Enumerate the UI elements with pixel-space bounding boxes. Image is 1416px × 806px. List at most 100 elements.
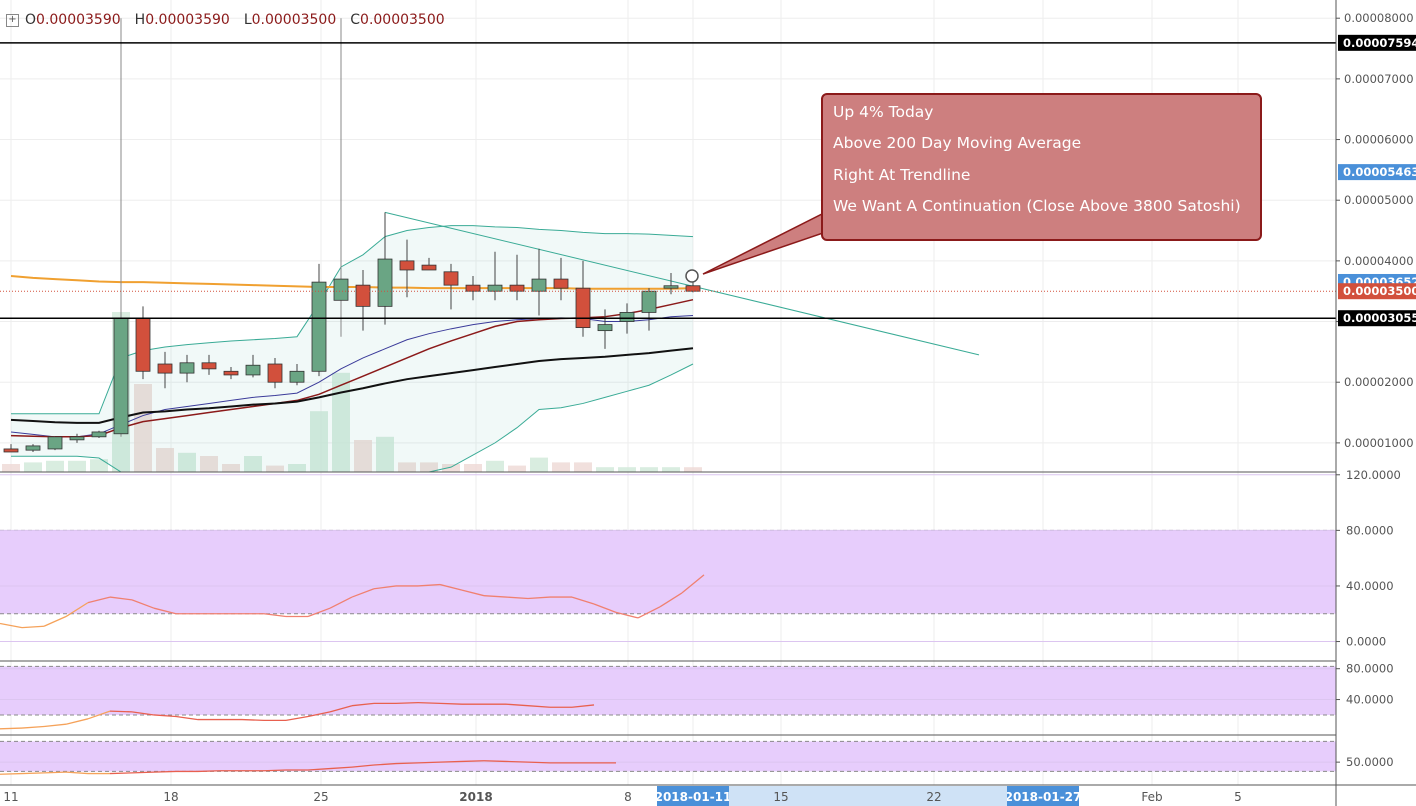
candle-body[interactable] bbox=[619, 312, 635, 322]
candle-body[interactable] bbox=[487, 284, 503, 292]
candle-body[interactable] bbox=[91, 431, 107, 438]
oscillator-line-segment bbox=[417, 583, 441, 587]
oscillator-line-segment bbox=[571, 596, 595, 605]
candle-body[interactable] bbox=[663, 285, 679, 289]
oscillator-line-segment bbox=[43, 723, 67, 728]
oscillator-lines bbox=[0, 574, 705, 775]
candle-body[interactable] bbox=[69, 436, 85, 441]
oscillator-line-segment bbox=[483, 595, 507, 598]
oscillator-line-segment bbox=[153, 714, 177, 718]
anchor-handle[interactable] bbox=[685, 269, 699, 283]
volume-bar bbox=[156, 448, 174, 472]
horizontal-levels[interactable] bbox=[0, 42, 1336, 319]
volume-bar bbox=[508, 465, 526, 472]
price-label-text: 0.00003500 bbox=[1343, 284, 1416, 298]
price-label-bg bbox=[1338, 310, 1416, 327]
candle-body[interactable] bbox=[47, 436, 63, 450]
time-tick-label: 2018 bbox=[459, 790, 492, 804]
time-highlight-bg[interactable] bbox=[657, 786, 729, 806]
time-highlight-bg[interactable] bbox=[1007, 786, 1079, 806]
oscillator-line-segment bbox=[131, 711, 155, 716]
time-highlight-label: 2018-01-11 bbox=[655, 790, 732, 804]
oscillator-band-fill bbox=[0, 530, 1336, 614]
candlesticks[interactable] bbox=[3, 18, 701, 453]
candle-body[interactable] bbox=[267, 363, 283, 383]
annotation-pointer[interactable] bbox=[685, 210, 827, 283]
oscillator-line-segment bbox=[461, 760, 485, 763]
candle-body[interactable] bbox=[575, 287, 591, 329]
candle-body[interactable] bbox=[201, 362, 217, 370]
candle-body[interactable] bbox=[685, 285, 701, 292]
price-tick-label: 0.00006000 bbox=[1344, 133, 1414, 147]
time-axis[interactable]: 111825201881522Feb52018-01-112018-01-271… bbox=[3, 786, 1242, 806]
osc-tick-label: 80.0000 bbox=[1346, 662, 1394, 676]
candle-body[interactable] bbox=[641, 290, 657, 313]
candle-body[interactable] bbox=[3, 448, 19, 453]
oscillator-line-segment bbox=[0, 727, 23, 730]
price-label-bg bbox=[1338, 164, 1416, 181]
candle-body[interactable] bbox=[355, 284, 371, 307]
osc-tick-label: 40.0000 bbox=[1346, 693, 1394, 707]
oscillator-line-segment bbox=[65, 771, 89, 775]
price-label-text: 0.00003055 bbox=[1343, 311, 1416, 325]
candle-body[interactable] bbox=[245, 364, 261, 376]
oscillator-line-segment bbox=[615, 611, 639, 619]
trendline[interactable] bbox=[384, 211, 980, 356]
candle-body[interactable] bbox=[311, 281, 327, 372]
oscillator-line-segment bbox=[43, 615, 67, 627]
candle-body[interactable] bbox=[179, 362, 195, 374]
candle-body[interactable] bbox=[597, 324, 613, 332]
candle-body[interactable] bbox=[377, 258, 393, 307]
price-label-tag[interactable]: 0.00003500 bbox=[1338, 283, 1416, 300]
candle-body[interactable] bbox=[113, 318, 129, 435]
price-tick-label: 0.00002000 bbox=[1344, 375, 1414, 389]
callout-pointer bbox=[702, 210, 827, 275]
volume-bar bbox=[90, 459, 108, 472]
candle-body[interactable] bbox=[465, 284, 481, 292]
expand-icon[interactable]: + bbox=[6, 13, 19, 27]
volume-bar bbox=[266, 465, 284, 472]
price-label-bg bbox=[1338, 283, 1416, 300]
candle-body[interactable] bbox=[553, 278, 569, 289]
oscillator-line-segment bbox=[87, 710, 111, 720]
price-label-tag[interactable]: 0.00003055 bbox=[1338, 310, 1416, 327]
candle-body[interactable] bbox=[333, 278, 349, 301]
oscillator-line-segment bbox=[43, 771, 67, 774]
annotation-callout[interactable]: Up 4% Today Above 200 Day Moving Average… bbox=[821, 93, 1262, 241]
volume-bar bbox=[310, 411, 328, 472]
candle-body[interactable] bbox=[157, 363, 173, 374]
osc-tick-label: 120.0000 bbox=[1346, 468, 1401, 482]
candle-body[interactable] bbox=[509, 284, 525, 292]
oscillator-line-segment bbox=[571, 704, 595, 708]
time-tick-label: 25 bbox=[313, 790, 328, 804]
time-tick-label: 18 bbox=[163, 790, 178, 804]
candle-body[interactable] bbox=[399, 260, 415, 271]
oscillator-line-segment bbox=[505, 703, 529, 707]
price-tick-label: 0.00005000 bbox=[1344, 193, 1414, 207]
volume-bar bbox=[24, 462, 42, 472]
candle-body[interactable] bbox=[289, 370, 305, 383]
price-tick-label: 0.00001000 bbox=[1344, 436, 1414, 450]
time-tick-label: 15 bbox=[773, 790, 788, 804]
oscillator-line-segment bbox=[21, 725, 45, 729]
candle-body[interactable] bbox=[421, 264, 437, 271]
price-axis[interactable]: 0.000010000.000020000.000030000.00004000… bbox=[1336, 11, 1416, 769]
candle-body[interactable] bbox=[443, 271, 459, 286]
volume-bar bbox=[178, 452, 196, 472]
time-tick-label: 5 bbox=[1234, 790, 1242, 804]
candle-body[interactable] bbox=[531, 278, 547, 292]
price-label-tag[interactable]: 0.00005463 bbox=[1338, 164, 1416, 181]
candle-body[interactable] bbox=[135, 318, 151, 372]
volume-bar bbox=[486, 460, 504, 472]
volume-bar bbox=[2, 464, 20, 472]
oscillator-bands bbox=[0, 474, 1336, 772]
price-label-tag[interactable]: 0.00007594 bbox=[1338, 34, 1416, 51]
time-highlight-label: 2018-01-27 bbox=[1005, 790, 1082, 804]
volume-bar bbox=[464, 464, 482, 472]
oscillator-line-segment bbox=[0, 622, 23, 629]
candle-body[interactable] bbox=[223, 370, 239, 376]
oscillator-line-segment bbox=[527, 705, 551, 708]
candle-body[interactable] bbox=[25, 445, 41, 451]
